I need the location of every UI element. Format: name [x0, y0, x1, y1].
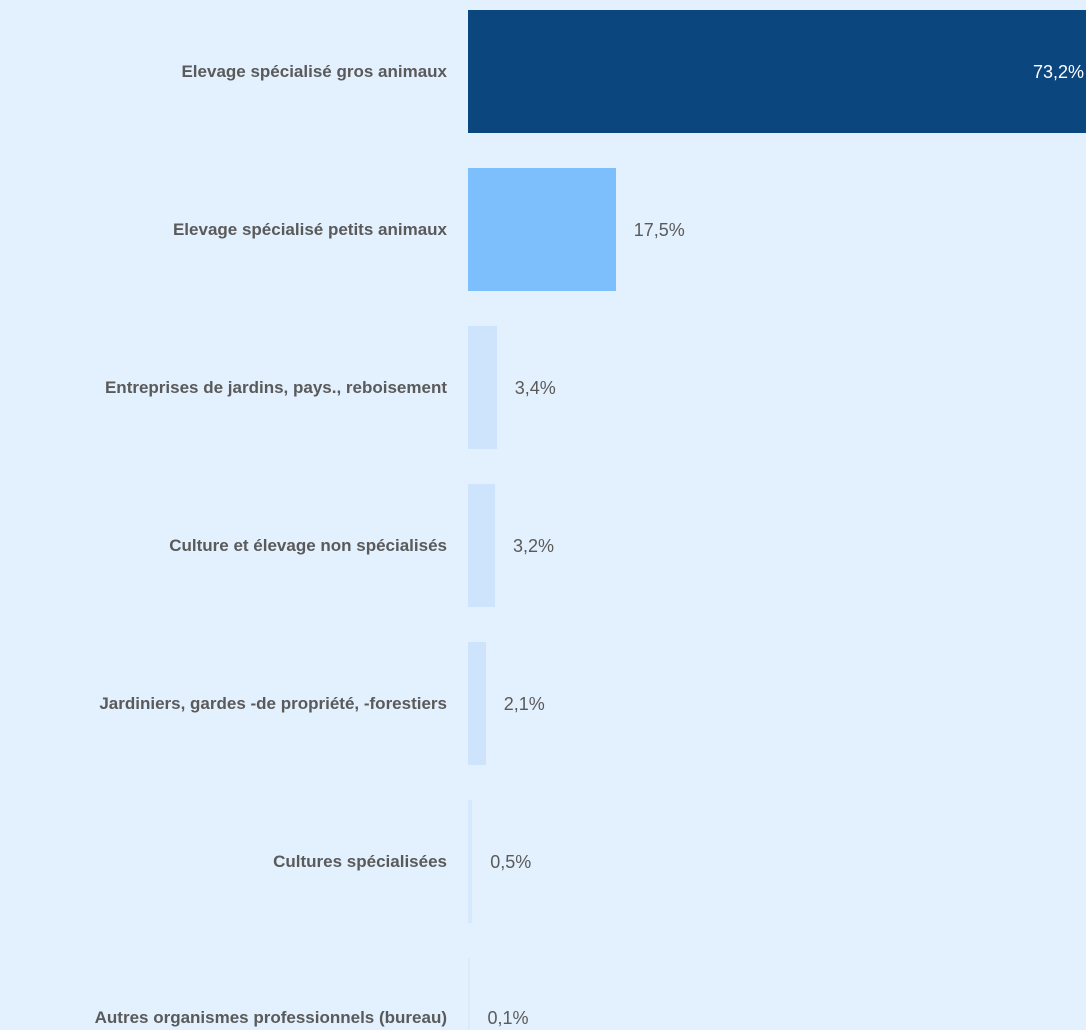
- bar: [468, 800, 473, 923]
- category-label: Jardiniers, gardes -de propriété, -fores…: [99, 693, 447, 713]
- category-label: Autres organismes professionnels (bureau…: [94, 1008, 447, 1027]
- bar: [468, 958, 470, 1030]
- data-label: 17,5%: [633, 219, 685, 240]
- category-label: Cultures spécialisées: [273, 851, 447, 871]
- bar: [468, 484, 496, 607]
- bar: [468, 168, 616, 291]
- data-label: 3,2%: [513, 535, 555, 556]
- category-label: Elevage spécialisé petits animaux: [172, 219, 447, 239]
- bar: [468, 326, 497, 449]
- category-label: Elevage spécialisé gros animaux: [181, 61, 447, 81]
- data-label: 0,1%: [487, 1008, 529, 1028]
- data-label: 3,4%: [514, 377, 556, 398]
- data-label: 2,1%: [503, 693, 545, 714]
- bar: [468, 642, 486, 765]
- bar: [468, 10, 1086, 133]
- data-label: 0,5%: [490, 851, 532, 872]
- category-label: Entreprises de jardins, pays., reboiseme…: [104, 377, 447, 397]
- category-label: Culture et élevage non spécialisés: [169, 535, 447, 555]
- data-label: 73,2%: [1032, 61, 1084, 82]
